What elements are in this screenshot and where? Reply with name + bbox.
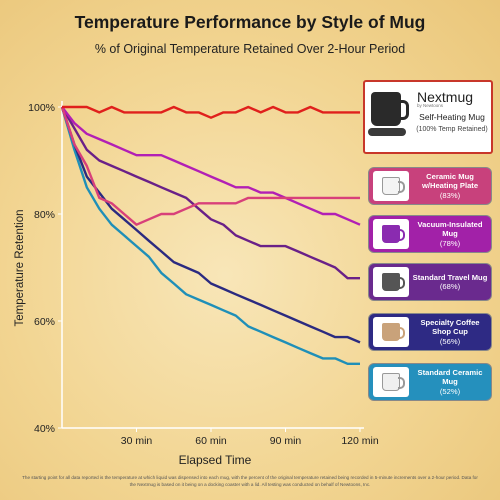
legend-item: Standard Ceramic Mug (52%)	[368, 363, 492, 401]
series-line-specialty-coffee-shop-cup	[60, 106, 361, 344]
mug-icon	[382, 323, 405, 341]
legend-text: Standard Travel Mug (68%)	[409, 273, 491, 292]
chart-title: Temperature Performance by Style of Mug	[74, 12, 426, 32]
legend-percent: (68%)	[439, 282, 461, 291]
y-tick-label: 40%	[34, 423, 55, 435]
nextmug-logo-sub: by Newtoons	[417, 103, 444, 108]
nextmug-logo: Nextmug	[417, 89, 474, 105]
series-line-standard-ceramic-mug	[60, 106, 360, 365]
nextmug-coaster-image	[368, 128, 406, 136]
y-axis-label: Temperature Retention	[14, 209, 26, 327]
legend-text: Specialty Coffee Shop Cup (56%)	[409, 318, 491, 347]
y-tick-label: 100%	[28, 102, 55, 114]
mug-icon	[382, 225, 405, 243]
legend-note: (100% Temp Retained)	[416, 126, 488, 133]
legend-item: Vacuum-Insulated Mug (78%)	[368, 215, 492, 253]
legend-item: Specialty Coffee Shop Cup (56%)	[368, 313, 492, 351]
y-tick-label: 60%	[34, 316, 55, 328]
mug-thumbnail-image	[373, 367, 409, 397]
legend-percent: (78%)	[439, 238, 461, 248]
legend-label: Ceramic Mug w/Heating Plate	[421, 171, 479, 191]
mug-thumbnail-image	[373, 171, 409, 201]
nextmug-mug-image	[371, 92, 409, 126]
legend-label: Specialty Coffee Shop Cup	[420, 317, 480, 337]
mug-icon	[382, 177, 405, 195]
x-axis-label: Elapsed Time	[178, 453, 252, 467]
x-tick-label: 90 min	[270, 435, 302, 447]
y-tick-label: 80%	[34, 209, 55, 221]
legend-text: Vacuum-Insulated Mug (78%)	[409, 220, 491, 249]
legend-label: Standard Travel Mug	[412, 272, 488, 282]
mug-icon	[382, 273, 405, 291]
legend-text: Ceramic Mug w/Heating Plate (83%)	[409, 172, 491, 201]
series-line-standard-travel-mug	[60, 106, 360, 280]
series-line-vacuum-insulated-mug	[61, 106, 361, 226]
legend-item: Ceramic Mug w/Heating Plate (83%)	[368, 167, 492, 205]
legend-nextmug: Nextmug by Newtoons Self-Heating Mug (10…	[363, 80, 493, 154]
x-tick-label: 120 min	[341, 435, 379, 447]
legend-label: Vacuum-Insulated Mug	[417, 219, 483, 239]
mug-icon	[382, 373, 405, 391]
mug-thumbnail-image	[373, 317, 409, 347]
legend-label: Self-Heating Mug	[419, 112, 485, 122]
x-tick-label: 60 min	[195, 435, 227, 447]
mug-thumbnail-image	[373, 267, 409, 297]
footnote: The starting point for all data reported…	[22, 475, 478, 487]
legend-label: Standard Ceramic Mug	[417, 367, 483, 387]
series-line-self-heating-mug	[62, 105, 360, 119]
x-tick-label: 30 min	[121, 435, 153, 447]
legend-item: Standard Travel Mug (68%)	[368, 263, 492, 301]
chart-subtitle: % of Original Temperature Retained Over …	[94, 42, 406, 56]
legend-text: Standard Ceramic Mug (52%)	[409, 368, 491, 397]
legend-percent: (56%)	[439, 336, 461, 346]
legend-percent: (83%)	[439, 190, 461, 200]
mug-thumbnail-image	[373, 219, 409, 249]
legend-percent: (52%)	[439, 386, 461, 396]
series-line-ceramic-mug-w-heating-plate	[60, 106, 360, 226]
